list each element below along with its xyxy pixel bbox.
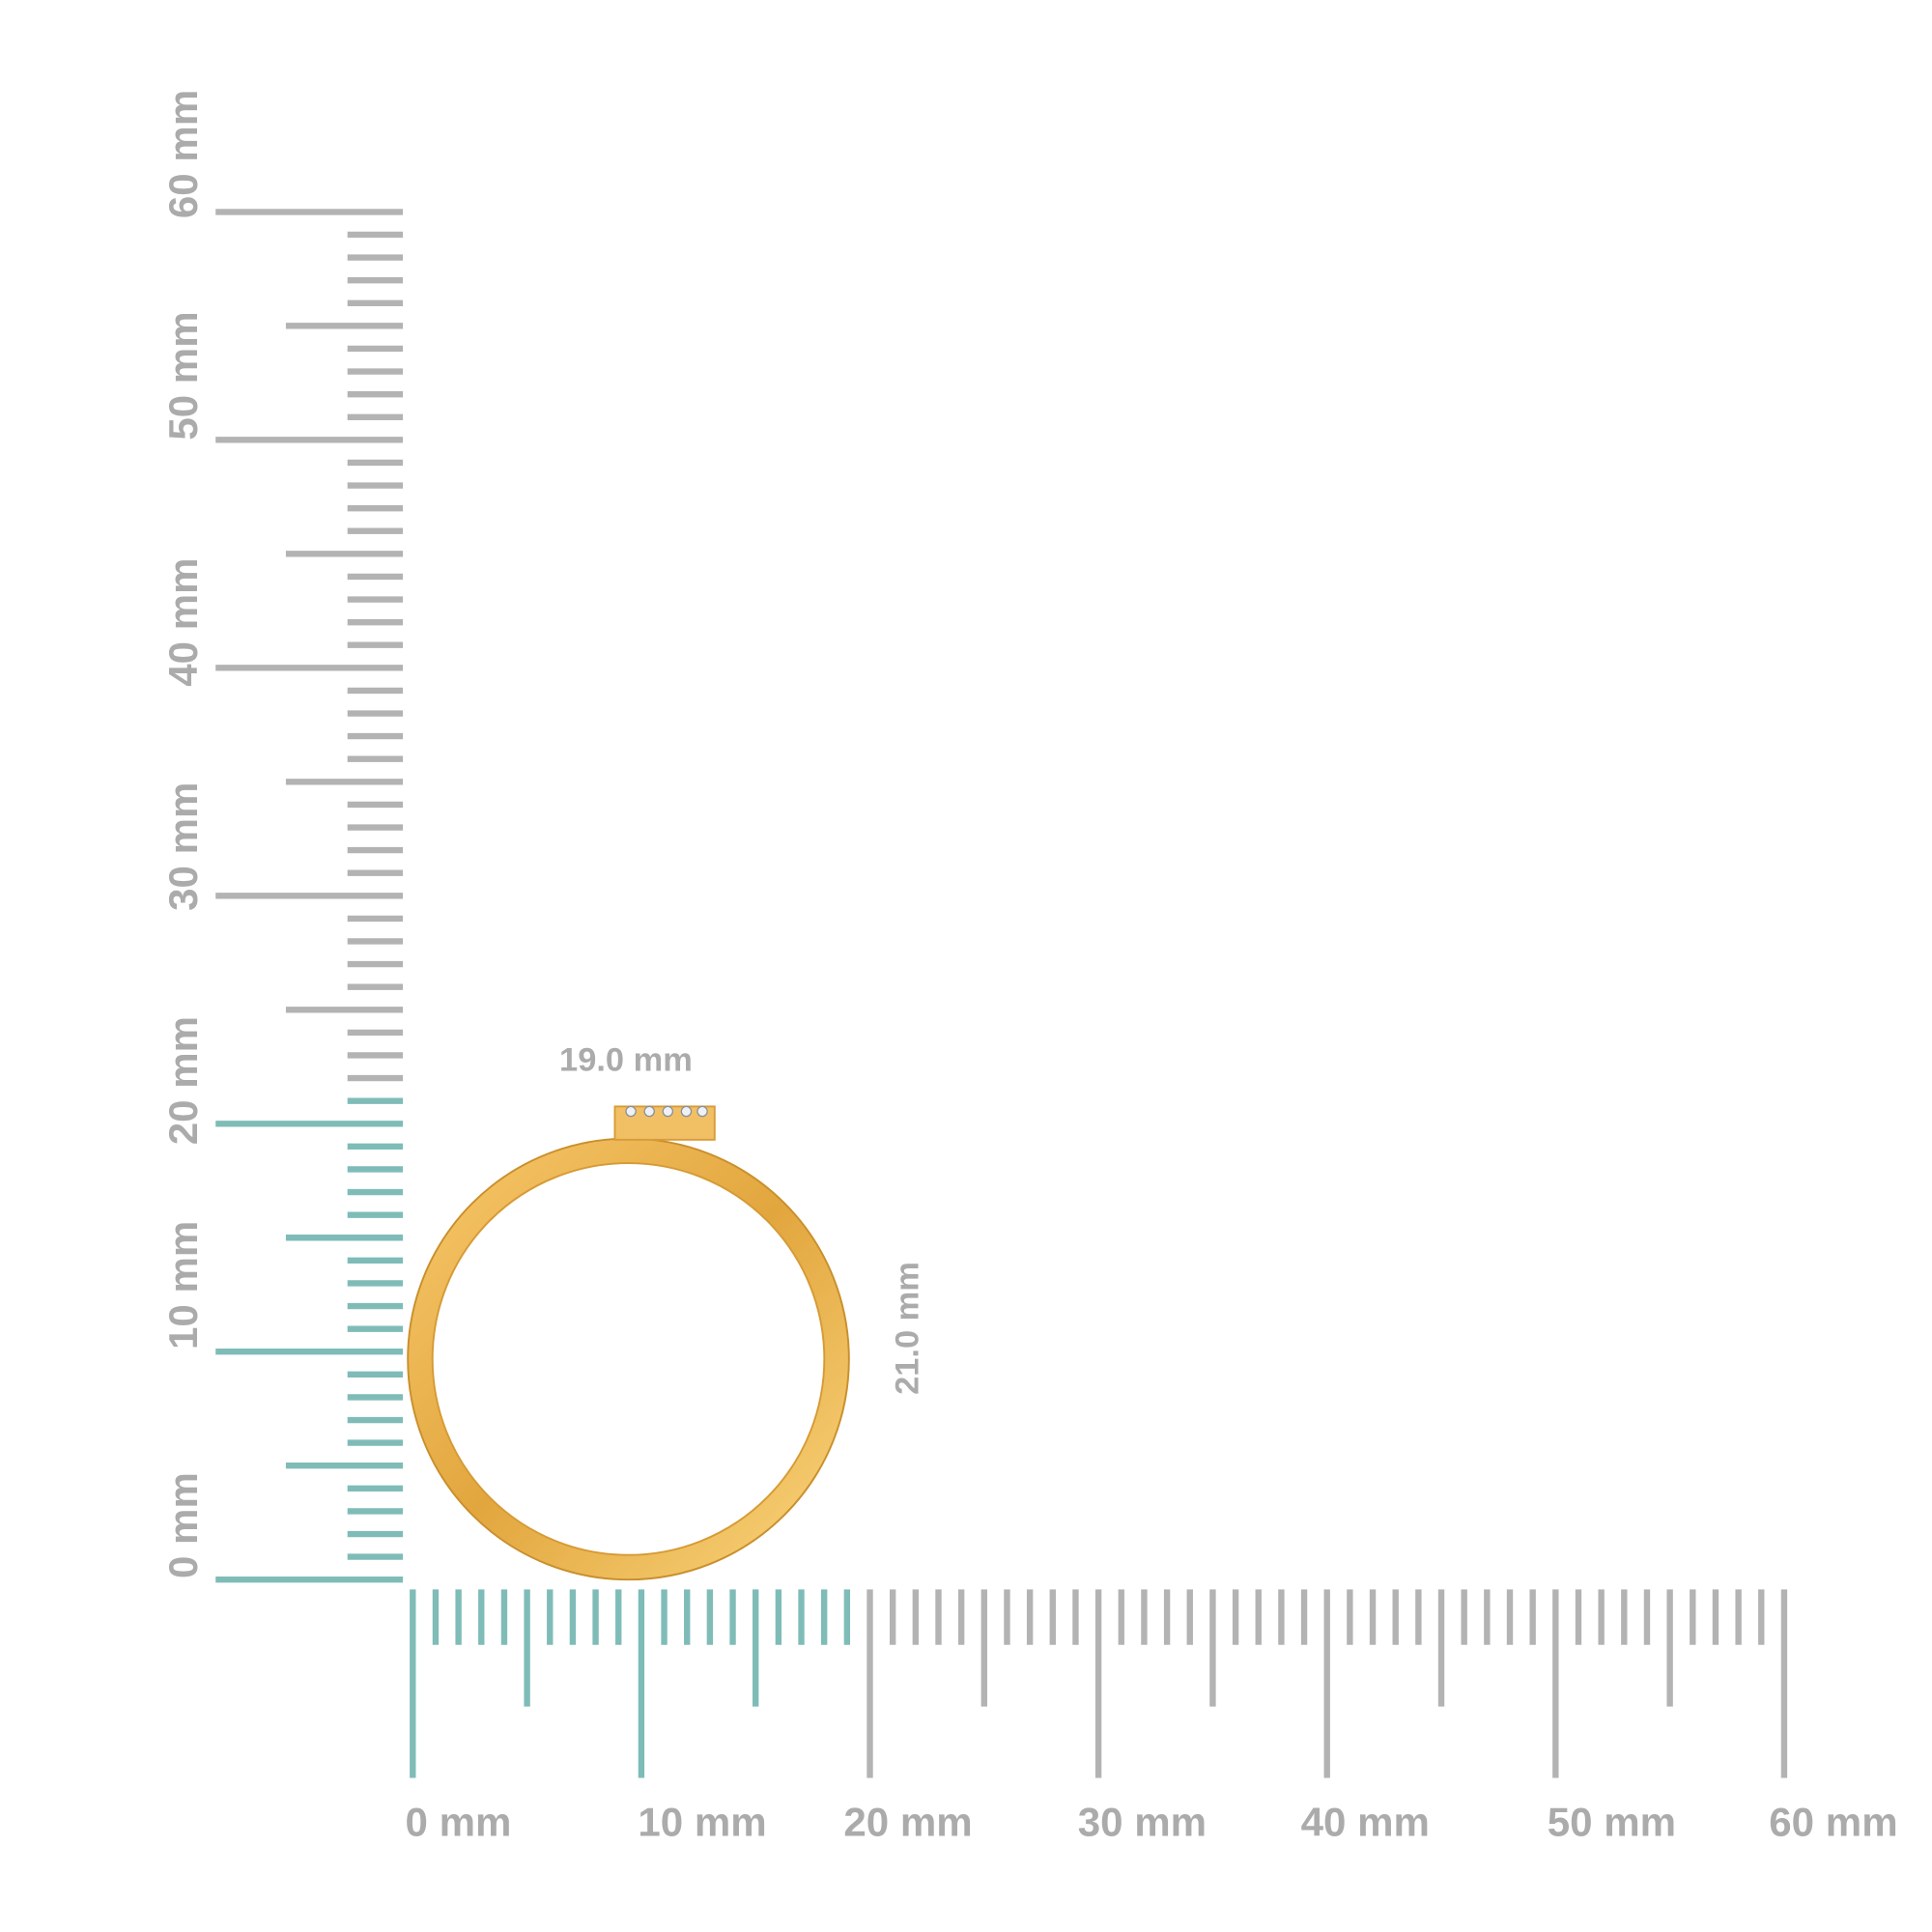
y-ruler-label: 0 mm: [160, 1472, 206, 1578]
height-label: 21.0 mm: [889, 1262, 925, 1395]
y-ruler-label: 60 mm: [160, 90, 206, 218]
y-ruler-label: 40 mm: [160, 557, 206, 686]
ring-band: [408, 1138, 849, 1580]
x-ruler-label: 50 mm: [1548, 1800, 1676, 1845]
y-ruler-label: 20 mm: [160, 1016, 206, 1145]
ring-edge: [431, 1162, 826, 1556]
x-ruler-label: 40 mm: [1301, 1800, 1430, 1845]
x-ruler-label: 30 mm: [1078, 1800, 1207, 1845]
ring: [407, 1105, 850, 1581]
x-ruler-label: 0 mm: [406, 1800, 512, 1845]
x-ruler-label: 20 mm: [843, 1800, 972, 1845]
y-ruler-label: 10 mm: [160, 1221, 206, 1350]
width-label: 19.0 mm: [559, 1041, 693, 1078]
stones: [625, 1105, 708, 1118]
y-ruler-label: 50 mm: [160, 311, 206, 440]
x-ruler-label: 10 mm: [638, 1800, 766, 1845]
y-ruler-label: 30 mm: [160, 782, 206, 911]
rulers: 0 mm 10 mm 20 mm 30 mm 40 mm 50 mm 60 mm 0 mm 10…: [160, 90, 1898, 1845]
x-ruler-label: 60 mm: [1769, 1800, 1897, 1845]
